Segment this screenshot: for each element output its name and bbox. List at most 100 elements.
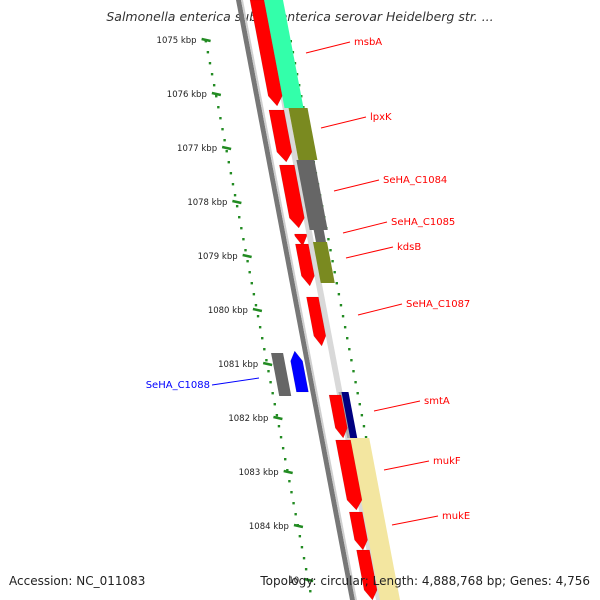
gene-smtA <box>328 394 348 439</box>
ruler-tick-label: 1082 kbp <box>228 414 268 424</box>
gene-SeHA_C1084 <box>279 164 305 229</box>
ruler-dot <box>229 172 233 175</box>
ruler-dot <box>309 590 312 593</box>
ruler-dot <box>300 546 304 549</box>
ruler-dot <box>246 260 249 263</box>
ruler-dot <box>290 491 293 494</box>
ruler-tick <box>283 469 293 475</box>
ruler-dot <box>364 436 368 439</box>
ruler-tick-label: 1075 kbp <box>157 36 197 46</box>
ruler-dot <box>273 403 276 406</box>
cog-band-smtA-navy <box>341 392 358 438</box>
leader-line <box>357 303 403 316</box>
gene-mukE <box>348 511 368 551</box>
ruler-dot <box>343 326 347 329</box>
leader-line <box>305 41 351 54</box>
ruler-tick-label: 1078 kbp <box>187 198 227 208</box>
ruler-dot <box>210 73 214 76</box>
gene-kdsB <box>295 243 315 287</box>
ruler-tick-label: 1081 kbp <box>218 360 258 370</box>
ruler-dot <box>261 337 264 340</box>
ruler-dot <box>286 469 289 472</box>
gene-label: SeHA_C1087 <box>406 299 470 310</box>
ruler-dot <box>275 414 279 417</box>
cog-band-muk <box>349 438 400 600</box>
ruler-dot <box>271 392 274 395</box>
cog-band-msbA <box>264 0 304 108</box>
gene-label: SeHA_C1084 <box>383 175 447 186</box>
gene-label: SeHA_C1088 <box>146 380 210 391</box>
ruler-tick <box>303 577 314 583</box>
ruler-dot <box>244 249 247 252</box>
ruler-dot <box>250 282 253 285</box>
ruler-dot <box>304 568 308 571</box>
ruler-dot <box>292 502 295 505</box>
ruler-dot <box>212 84 216 87</box>
cog-band-lpxK <box>288 108 318 160</box>
ruler-tick <box>262 361 273 367</box>
cog-band-SeHA_C1088 <box>271 353 292 396</box>
ruler-dot <box>302 557 306 560</box>
leader-line <box>391 515 439 526</box>
gene-lpxK <box>268 109 293 163</box>
topology-text: Topology: circular; Length: 4,888,768 bp… <box>260 574 590 588</box>
ruler-tick-label: 1080 kbp <box>208 306 248 316</box>
ruler-dot <box>263 348 266 351</box>
ruler-dot <box>215 95 218 98</box>
ruler-dot <box>354 381 357 384</box>
gene-labels: msbA lpxK SeHA_C1084 SeHA_C1085 kdsB SeHA_C10… <box>146 37 470 526</box>
ruler-tick <box>201 37 211 43</box>
leader-line <box>373 400 421 412</box>
ruler-tick-label: 10 <box>288 576 299 586</box>
ruler-dot <box>329 249 332 252</box>
ruler-dot <box>281 447 285 450</box>
ruler-dot <box>331 260 334 263</box>
accession-text: Accession: NC_011083 <box>9 574 146 588</box>
ruler-dot <box>208 62 212 65</box>
ruler-dot <box>231 183 235 186</box>
cog-band-SeHA_C1085 <box>313 230 326 242</box>
ruler-tick-label: 1079 kbp <box>198 252 238 262</box>
gene-SeHA_C1088 <box>290 350 309 393</box>
ruler-dot <box>258 326 262 329</box>
ruler-dot <box>219 117 222 120</box>
leader-line <box>333 179 380 192</box>
ruler-dot <box>279 436 283 439</box>
gene-SeHA_C1087 <box>306 296 327 347</box>
ruler-dot <box>233 194 237 197</box>
ruler-dot <box>256 315 260 318</box>
cog-band-SeHA_C1084 <box>296 160 328 230</box>
ruler-dot <box>327 238 330 241</box>
ruler-dot <box>248 271 251 274</box>
ruler-dot <box>337 293 341 296</box>
ruler-tick <box>293 523 304 529</box>
gene-label: msbA <box>354 37 382 48</box>
ruler-dot <box>294 513 297 516</box>
ruler-tick-label: 1077 kbp <box>177 144 217 154</box>
ruler-dot <box>333 271 336 274</box>
leader-line <box>383 460 430 471</box>
ruler-dot <box>227 161 230 164</box>
gene-label: lpxK <box>370 112 392 123</box>
ruler-tick <box>242 253 252 259</box>
ruler-dot <box>240 227 243 230</box>
ruler-dot <box>352 370 355 373</box>
ruler-tick <box>273 415 283 421</box>
ruler-tick <box>211 91 222 97</box>
ruler-dot <box>341 315 345 318</box>
ruler-dot <box>350 359 353 362</box>
gene-next <box>356 549 378 600</box>
cog-bands <box>264 0 400 600</box>
gene-label: SeHA_C1085 <box>391 217 455 228</box>
ruler-dot <box>221 128 224 131</box>
cog-band-kdsB <box>312 242 335 283</box>
ruler-dot <box>267 370 270 373</box>
gene-SeHA_C1085 <box>294 233 308 247</box>
ruler-tick <box>221 145 232 151</box>
ruler-tick-label: 1084 kbp <box>249 522 289 532</box>
ruler-dot <box>277 425 281 428</box>
leader-line <box>211 377 260 386</box>
gene-label: mukF <box>433 456 461 467</box>
ruler-dot <box>235 205 239 208</box>
